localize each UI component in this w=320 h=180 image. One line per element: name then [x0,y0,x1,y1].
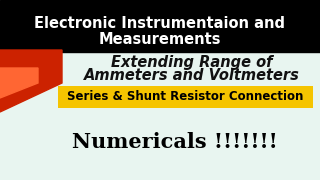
Text: Ammeters and Voltmeters: Ammeters and Voltmeters [84,69,300,84]
Bar [58,86,313,108]
Polygon shape [0,50,62,112]
Text: Numericals !!!!!!!: Numericals !!!!!!! [72,132,278,152]
Text: Extending Range of: Extending Range of [111,55,273,69]
Text: Series & Shunt Resistor Connection: Series & Shunt Resistor Connection [67,91,303,104]
Polygon shape [0,68,38,98]
Text: Measurements: Measurements [99,33,221,48]
Text: Electronic Instrumentaion and: Electronic Instrumentaion and [35,17,285,31]
Bar [0,0,320,52]
